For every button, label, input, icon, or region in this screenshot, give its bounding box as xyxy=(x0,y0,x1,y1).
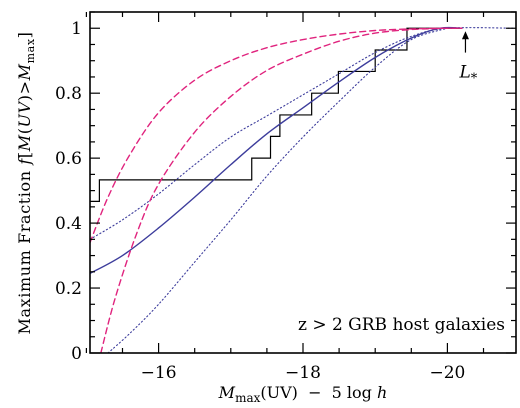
series-dashed-pink-4 xyxy=(90,27,463,244)
series-solid-blue-1 xyxy=(90,26,463,275)
plot-frame xyxy=(89,11,517,354)
ticks-layer xyxy=(85,11,516,354)
x-tick-label: −20 xyxy=(429,363,465,383)
l-star-label: L* xyxy=(458,62,477,86)
y-tick-label: 0.8 xyxy=(55,84,82,104)
y-tick-label: 0.2 xyxy=(55,279,82,299)
x-axis-label: Mmax(UV) − 5 log h xyxy=(218,383,388,405)
y-tick-label: 0.6 xyxy=(55,149,82,169)
y-axis-label: Maximum Fraction f[M(UV)>Mmax] xyxy=(15,32,37,335)
series-dotted-blue-3 xyxy=(107,27,448,353)
tick-labels: −16 −18 −20 0 0.2 0.4 0.6 0.8 1 xyxy=(55,19,465,383)
series-dashed-pink-5 xyxy=(100,27,463,353)
l-star-arrow-head xyxy=(461,31,469,40)
series-dotted-blue-2 xyxy=(90,27,516,240)
l-star-arrow xyxy=(461,31,469,53)
y-tick-label: 0 xyxy=(71,344,82,364)
y-tick-label: 0.4 xyxy=(55,214,82,234)
annotation-text: z > 2 GRB host galaxies xyxy=(298,315,505,335)
series-step-black-0 xyxy=(90,27,463,202)
y-tick-label: 1 xyxy=(71,19,82,39)
x-tick-label: −16 xyxy=(141,363,177,383)
x-tick-label: −18 xyxy=(285,363,321,383)
series-layer xyxy=(90,26,516,353)
